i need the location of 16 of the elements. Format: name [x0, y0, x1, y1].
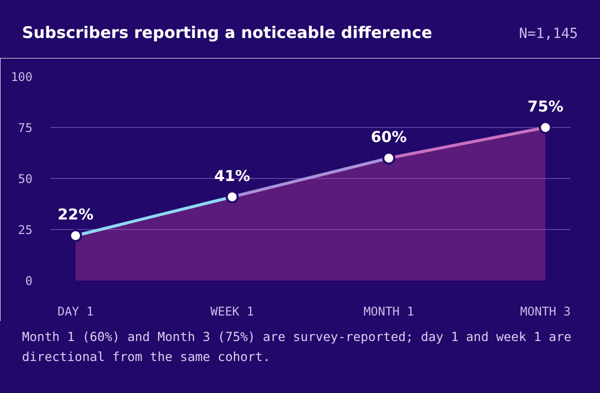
- x-tick-label: DAY 1: [58, 304, 94, 318]
- y-tick-label: 0: [25, 274, 33, 288]
- text: Month 1 (60%) and Month 3 (75%) are survey-reported; day 1 and week 1 are directional from the same cohort.: [22, 328, 572, 366]
- chart-title: Subscribers reporting a noticeable difference: [22, 22, 432, 44]
- data-label: 75%: [527, 98, 564, 116]
- y-tick-label: 50: [18, 172, 33, 186]
- y-tick-label: 25: [18, 223, 33, 237]
- chart-subtitle: N=1,145: [518, 25, 578, 44]
- x-tick-label: MONTH 3: [520, 304, 571, 318]
- y-tick-label: 100: [10, 70, 33, 84]
- x-tick-label: MONTH 1: [364, 304, 414, 318]
- x-tick-label: WEEK 1: [210, 304, 254, 318]
- data-label: 60%: [370, 128, 407, 146]
- data-label: 41%: [214, 166, 250, 185]
- data-label: 22%: [58, 206, 94, 224]
- y-tick-label: 75: [18, 121, 33, 135]
